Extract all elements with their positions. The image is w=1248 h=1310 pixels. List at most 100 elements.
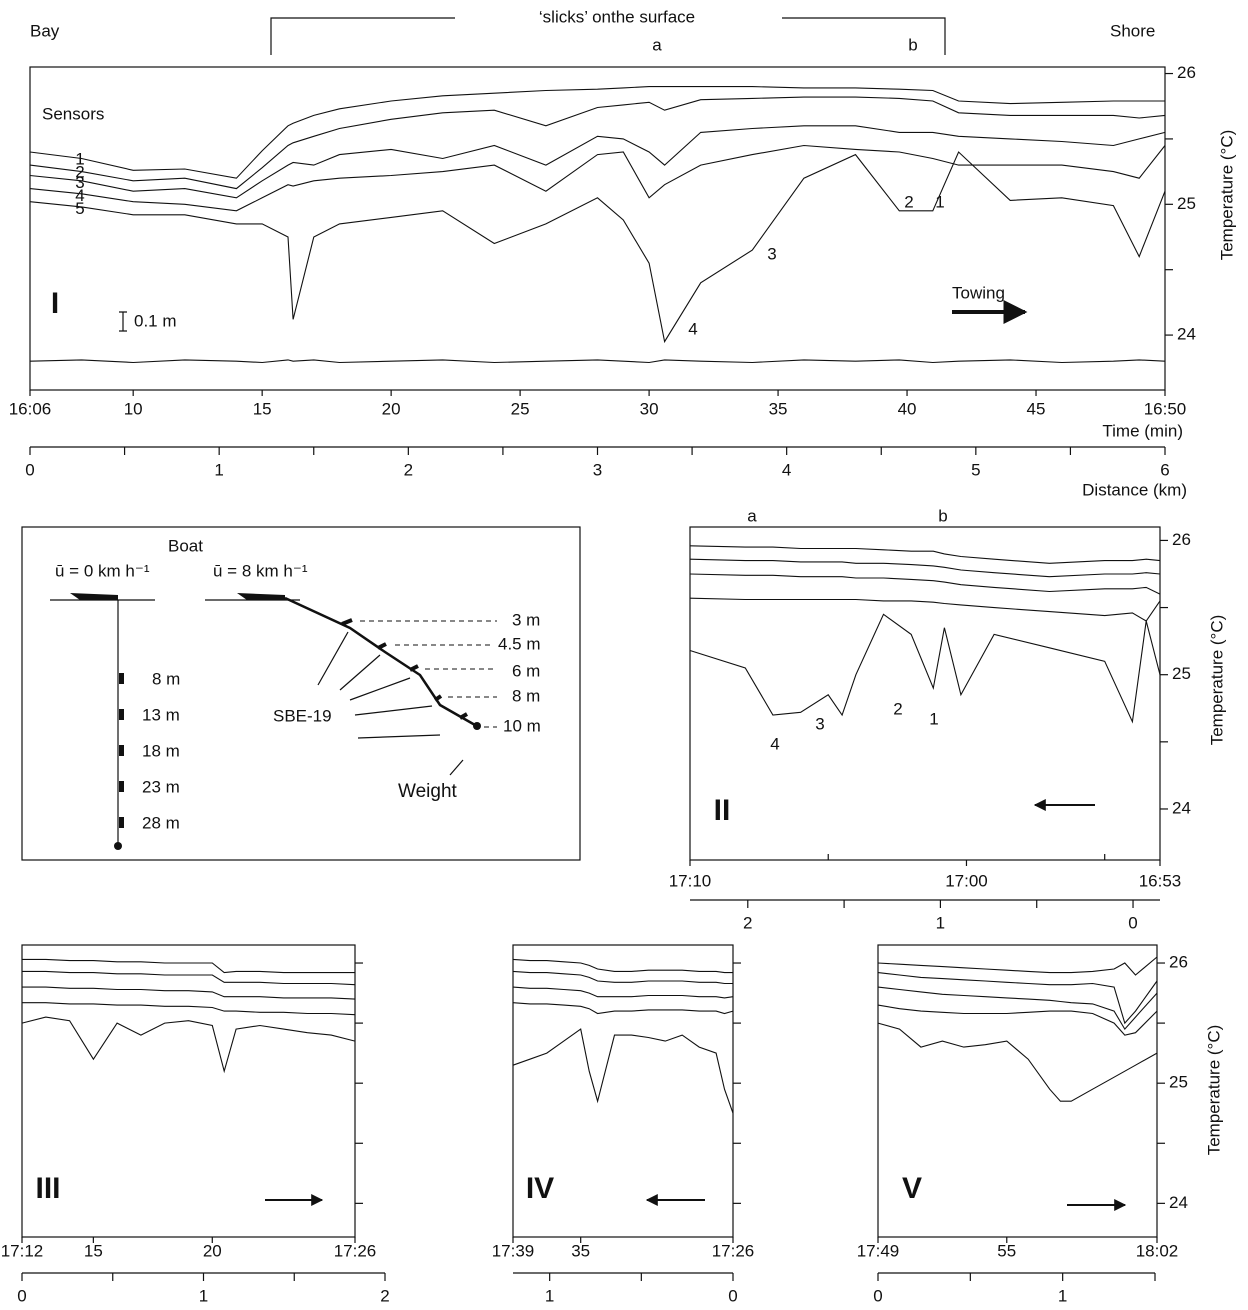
- x-tick-label: 17:26: [334, 1241, 377, 1260]
- annotation: ‘slicks’ onthe surface: [539, 7, 695, 26]
- distance-tick-label: 0: [25, 460, 34, 479]
- deployment-diagram: Boat ū = 0 km h⁻¹ ū = 8 km h⁻¹ 8 m 13 m …: [22, 527, 580, 860]
- y-axis-label: Temperature (°C): [1207, 615, 1226, 746]
- slick-bracket: [782, 18, 945, 55]
- distance-tick-label: 6: [1160, 460, 1169, 479]
- annotation: 1: [929, 709, 938, 728]
- distance-tick-label: 1: [1058, 1286, 1067, 1305]
- x-tick-label: 15: [253, 399, 272, 418]
- y-tick-label: 24: [1177, 325, 1196, 344]
- annotation: 2: [893, 699, 902, 718]
- x-tick-label: 15: [84, 1241, 103, 1260]
- x-tick-label: 55: [997, 1241, 1016, 1260]
- distance-tick-label: 0: [728, 1286, 737, 1305]
- temperature-trace: [690, 614, 1160, 721]
- weight-label: Weight: [398, 781, 458, 802]
- temperature-trace: [878, 987, 1157, 1029]
- temperature-trace: [513, 1003, 733, 1014]
- boat: [237, 593, 285, 600]
- temperature-trace: [878, 957, 1157, 975]
- x-tick-label: 17:00: [945, 871, 988, 890]
- x-tick-label: 30: [640, 399, 659, 418]
- weight: [473, 722, 481, 730]
- distance-tick-label: 1: [545, 1286, 554, 1305]
- weight: [114, 842, 122, 850]
- temperature-trace: [690, 598, 1160, 621]
- temperature-trace: [878, 1023, 1157, 1101]
- annotation: 0.1 m: [134, 311, 177, 330]
- annotation: 2: [904, 192, 913, 211]
- speed-label: ū = 0 km h⁻¹: [55, 561, 150, 580]
- depth-label: 23 m: [142, 777, 180, 796]
- depth-label: 18 m: [142, 741, 180, 760]
- temperature-trace: [878, 973, 1157, 1024]
- distance-tick-label: 0: [1128, 913, 1137, 932]
- distance-tick-label: 0: [17, 1286, 26, 1305]
- y-axis-label: Temperature (°C): [1204, 1025, 1223, 1156]
- distance-tick-label: 5: [971, 460, 980, 479]
- pointer-lines: [318, 632, 463, 775]
- depth-label: 4.5 m: [498, 634, 541, 653]
- annotation: 1: [935, 192, 944, 211]
- x-tick-label: 10: [124, 399, 143, 418]
- temperature-trace: [513, 971, 733, 983]
- x-axis-label: Time (min): [1102, 421, 1183, 440]
- temperature-trace: [30, 360, 1165, 363]
- temperature-trace: [513, 1029, 733, 1113]
- x-tick-label: 16:50: [1144, 399, 1187, 418]
- annotation: Bay: [30, 21, 60, 40]
- annotation: 4: [688, 319, 697, 338]
- annotation: IV: [526, 1172, 554, 1205]
- annotation: 3: [815, 714, 824, 733]
- annotation: I: [51, 287, 59, 320]
- y-tick-label: 26: [1177, 63, 1196, 82]
- x-tick-label: 40: [898, 399, 917, 418]
- temperature-trace: [30, 126, 1165, 198]
- x-tick-label: 18:02: [1136, 1241, 1179, 1260]
- temperature-trace: [30, 87, 1165, 179]
- distance-axis-label: Distance (km): [1082, 480, 1187, 499]
- annotation: 4: [770, 734, 779, 753]
- temperature-trace: [30, 97, 1165, 189]
- x-tick-label: 35: [769, 399, 788, 418]
- boat: [70, 593, 118, 600]
- x-tick-label: 45: [1027, 399, 1046, 418]
- annotation: Sensors: [42, 104, 104, 123]
- depth-label: 28 m: [142, 813, 180, 832]
- distance-tick-label: 4: [782, 460, 791, 479]
- y-tick-label: 25: [1172, 664, 1191, 683]
- x-tick-label: 20: [203, 1241, 222, 1260]
- plot-frame: [30, 67, 1165, 390]
- annotation: Towing: [952, 283, 1005, 302]
- x-tick-label: 17:10: [669, 871, 712, 890]
- temperature-trace: [513, 959, 733, 972]
- x-tick-label: 35: [571, 1241, 590, 1260]
- annotation: a: [747, 506, 757, 525]
- distance-tick-label: 0: [873, 1286, 882, 1305]
- y-tick-label: 25: [1177, 194, 1196, 213]
- distance-tick-label: 1: [199, 1286, 208, 1305]
- annotation: 3: [767, 244, 776, 263]
- y-tick-label: 26: [1169, 953, 1188, 972]
- x-tick-label: 17:26: [712, 1241, 755, 1260]
- annotation: II: [714, 794, 731, 827]
- depth-label: 8 m: [512, 686, 540, 705]
- temperature-trace: [878, 1005, 1157, 1035]
- depth-label: 10 m: [503, 716, 541, 735]
- y-tick-label: 26: [1172, 530, 1191, 549]
- annotation: b: [908, 35, 917, 54]
- x-tick-label: 25: [511, 399, 530, 418]
- temperature-trace: [22, 1003, 355, 1015]
- temperature-trace: [22, 987, 355, 999]
- y-axis-label: Temperature (°C): [1217, 130, 1236, 261]
- x-tick-label: 16:53: [1139, 871, 1182, 890]
- sensors: [119, 673, 124, 828]
- distance-tick-label: 1: [936, 913, 945, 932]
- temperature-trace: [22, 1017, 355, 1071]
- x-tick-label: 17:39: [492, 1241, 535, 1260]
- y-tick-label: 24: [1172, 798, 1191, 817]
- temperature-trace: [513, 987, 733, 998]
- annotation: b: [938, 506, 947, 525]
- distance-tick-label: 3: [593, 460, 602, 479]
- annotation: V: [902, 1172, 922, 1205]
